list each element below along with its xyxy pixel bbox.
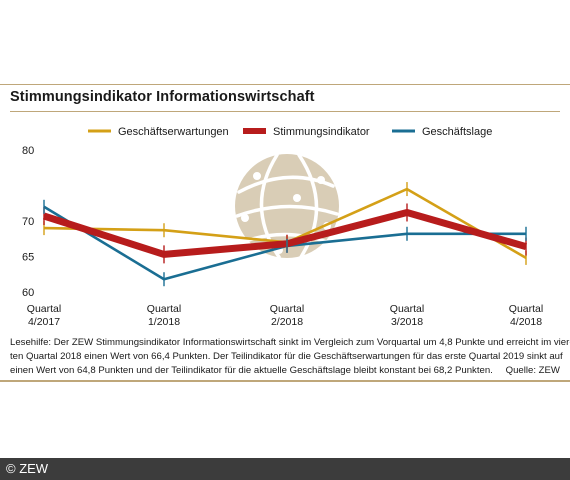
top-rule: [0, 84, 570, 85]
x-tick-label-5-2: 4/2018: [510, 316, 542, 328]
chart-caption: Lesehilfe: Der ZEW Stimmungsindikator In…: [10, 336, 570, 378]
title-rule: [10, 111, 560, 112]
x-tick-label-4-2: 3/2018: [391, 316, 423, 328]
globe-arc-2: [235, 204, 339, 218]
caption-line-2: ten Quartal 2018 einen Wert von 66,4 Pun…: [10, 351, 563, 362]
globe-node-2: [317, 176, 325, 184]
y-tick-label-2: 65: [22, 252, 34, 264]
chart-title: Stimmungsindikator Informationswirtschaf…: [10, 89, 315, 105]
legend-label-3: Geschäftslage: [422, 126, 492, 138]
x-tick-label-1-2: 4/2017: [28, 316, 60, 328]
caption-line-1: Lesehilfe: Der ZEW Stimmungsindikator In…: [10, 337, 570, 348]
y-tick-label-1: 60: [22, 287, 34, 299]
globe-node-3: [241, 214, 249, 222]
line-chart: Geschäftserwartungen Stimmungsindikator Ge…: [22, 126, 543, 328]
copyright-text: © ZEW: [6, 461, 49, 476]
legend-label-1: Geschäftserwartungen: [118, 126, 229, 138]
x-tick-label-5-1: Quartal: [509, 303, 543, 315]
globe-node-1: [253, 172, 261, 180]
x-tick-label-3-1: Quartal: [270, 303, 304, 315]
legend-label-2: Stimmungsindikator: [273, 126, 370, 138]
caption-line-3: einen Wert von 64,8 Punkten und der Teil…: [10, 365, 493, 376]
caption-source: Quelle: ZEW: [505, 365, 560, 376]
y-tick-label-4: 80: [22, 145, 34, 157]
x-tick-label-3-2: 2/2018: [271, 316, 303, 328]
x-tick-label-2-1: Quartal: [147, 303, 181, 315]
globe-arc-5: [297, 153, 319, 259]
copyright-footer: © ZEW: [0, 458, 570, 480]
x-tick-label-4-1: Quartal: [390, 303, 424, 315]
x-tick-label-1-1: Quartal: [27, 303, 61, 315]
y-tick-label-3: 70: [22, 216, 34, 228]
globe-node-4: [293, 194, 301, 202]
x-tick-label-2-2: 1/2018: [148, 316, 180, 328]
bottom-rule: [0, 380, 570, 382]
